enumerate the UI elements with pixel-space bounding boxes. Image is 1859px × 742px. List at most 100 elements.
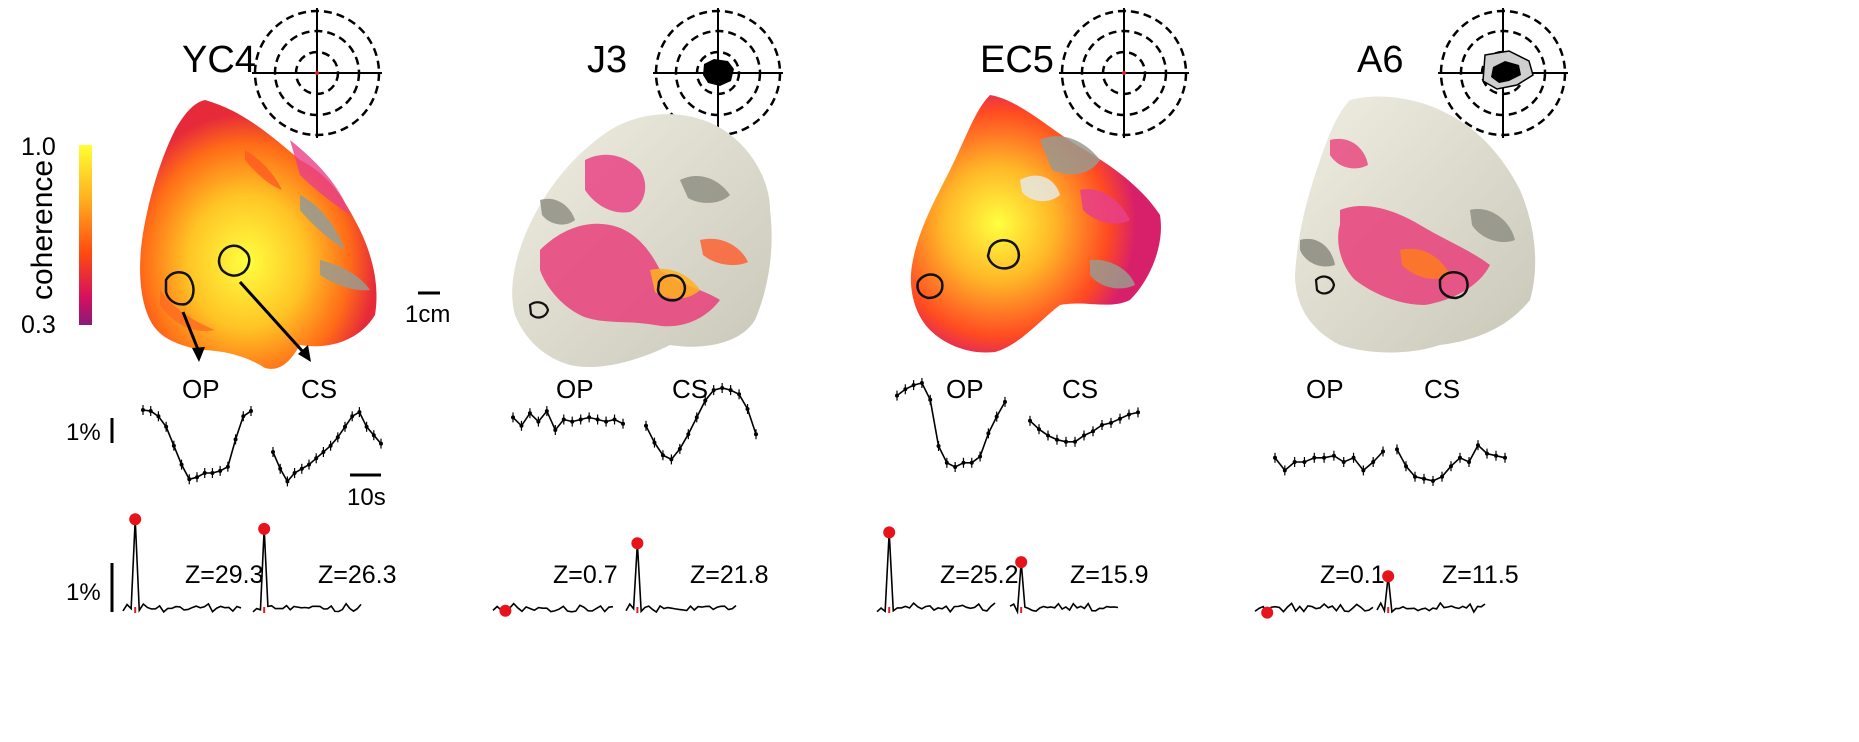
trace-point bbox=[1331, 453, 1336, 458]
trace-point bbox=[218, 468, 223, 473]
trace-point bbox=[1082, 433, 1086, 438]
trace-point bbox=[711, 388, 716, 393]
trace-point bbox=[986, 431, 991, 436]
trace-point bbox=[587, 415, 592, 420]
trace-point bbox=[511, 415, 515, 420]
trace-point bbox=[225, 464, 230, 469]
z-score-op: Z=29.3 bbox=[185, 561, 264, 589]
trace-point bbox=[703, 398, 708, 403]
panel-title: EC5 bbox=[980, 39, 1054, 81]
trace-point bbox=[1037, 427, 1041, 432]
trace-point bbox=[1361, 468, 1366, 473]
op-spectrum bbox=[1254, 602, 1374, 619]
trace-point bbox=[669, 457, 674, 462]
trace-point bbox=[570, 419, 575, 424]
panel-a6: A6 OP CS bbox=[1295, 8, 1568, 404]
trace-point bbox=[652, 440, 657, 445]
trace-point bbox=[141, 408, 145, 412]
distance-scale-bar: 1cm bbox=[405, 291, 450, 328]
op-trace bbox=[141, 405, 253, 485]
trace-point bbox=[604, 419, 609, 424]
trace-point bbox=[1381, 449, 1385, 454]
trace-point bbox=[271, 450, 275, 454]
trace-point bbox=[285, 479, 290, 484]
trace-point bbox=[328, 443, 333, 448]
polar-plot bbox=[1438, 8, 1568, 138]
panel-title: J3 bbox=[587, 39, 627, 81]
trace-point bbox=[737, 392, 742, 397]
trace-point bbox=[944, 460, 949, 465]
polar-plot bbox=[252, 8, 382, 138]
trace-point bbox=[210, 471, 215, 475]
roi-arrows bbox=[181, 280, 311, 362]
trace-point bbox=[1404, 464, 1408, 469]
trace-point bbox=[1302, 460, 1307, 464]
panel-ec5: EC5 OP CS bbox=[910, 8, 1189, 404]
trace-point bbox=[644, 423, 648, 428]
polar-fill bbox=[1491, 61, 1521, 83]
trace-point bbox=[249, 409, 253, 414]
cs-spectrum bbox=[252, 522, 362, 613]
cs-trace bbox=[271, 407, 383, 487]
trace-point bbox=[343, 424, 347, 429]
trace-point bbox=[660, 453, 665, 458]
trace-point bbox=[1431, 478, 1435, 483]
trace-point bbox=[544, 409, 549, 414]
trace-point bbox=[969, 460, 974, 465]
trace-point bbox=[1422, 476, 1426, 481]
op-trace bbox=[511, 406, 625, 435]
trace-point bbox=[195, 475, 199, 480]
trace-point bbox=[1440, 474, 1444, 479]
trace-point bbox=[1485, 451, 1489, 456]
trace-point bbox=[745, 407, 750, 411]
percent-scale-label-upper: 1% bbox=[66, 419, 101, 446]
z-score-cs: Z=15.9 bbox=[1070, 561, 1149, 589]
z-score-labels: Z=29.3 Z=26.3 Z=0.7 Z=21.8 Z=25.2 Z=15.9 Z=0.1… bbox=[185, 561, 1519, 589]
trace-point bbox=[936, 444, 941, 448]
trace-point bbox=[1292, 460, 1297, 464]
cortical-surface bbox=[512, 114, 772, 368]
trace-point bbox=[1073, 439, 1077, 444]
cs-trace bbox=[644, 383, 758, 465]
trace-point bbox=[1503, 455, 1507, 460]
polar-plot bbox=[1059, 8, 1189, 138]
trace-point bbox=[1100, 423, 1104, 427]
trace-point bbox=[1028, 418, 1032, 423]
trace-point bbox=[1064, 439, 1068, 444]
trace-point bbox=[364, 424, 369, 429]
roi-label-op: OP bbox=[1306, 374, 1344, 404]
trace-point bbox=[694, 415, 699, 420]
frequency-spectra bbox=[122, 513, 1486, 619]
peak-marker bbox=[1382, 570, 1395, 583]
trace-point bbox=[241, 414, 246, 419]
trace-point bbox=[561, 417, 566, 422]
z-score-op: Z=25.2 bbox=[940, 561, 1019, 589]
trace-point bbox=[677, 446, 682, 451]
trace-point bbox=[1118, 416, 1122, 421]
trace-point bbox=[278, 466, 283, 471]
cs-trace bbox=[1395, 440, 1507, 486]
trace-point bbox=[179, 462, 184, 467]
colorbar-max-label: 1.0 bbox=[21, 133, 56, 161]
trace-point bbox=[903, 387, 908, 392]
trace-point bbox=[1341, 460, 1346, 464]
trace-point bbox=[371, 433, 376, 438]
peak-marker bbox=[129, 513, 142, 526]
percent-scale-bar-upper: 1% bbox=[66, 418, 114, 446]
cs-spectrum bbox=[1009, 556, 1119, 615]
trace-point bbox=[919, 381, 924, 385]
trace-point bbox=[578, 417, 583, 422]
panel-j3: J3 OP CS bbox=[512, 8, 783, 404]
z-score-cs: Z=26.3 bbox=[318, 561, 397, 589]
trace-point bbox=[1413, 474, 1417, 479]
trace-point bbox=[299, 466, 304, 471]
trace-point bbox=[148, 409, 153, 414]
peak-marker bbox=[1015, 556, 1028, 569]
z-score-cs: Z=21.8 bbox=[690, 561, 769, 589]
trace-point bbox=[307, 462, 311, 467]
trace-point bbox=[171, 443, 176, 448]
trace-point bbox=[1351, 455, 1356, 460]
trace-point bbox=[1127, 412, 1131, 417]
peak-marker bbox=[499, 604, 512, 617]
